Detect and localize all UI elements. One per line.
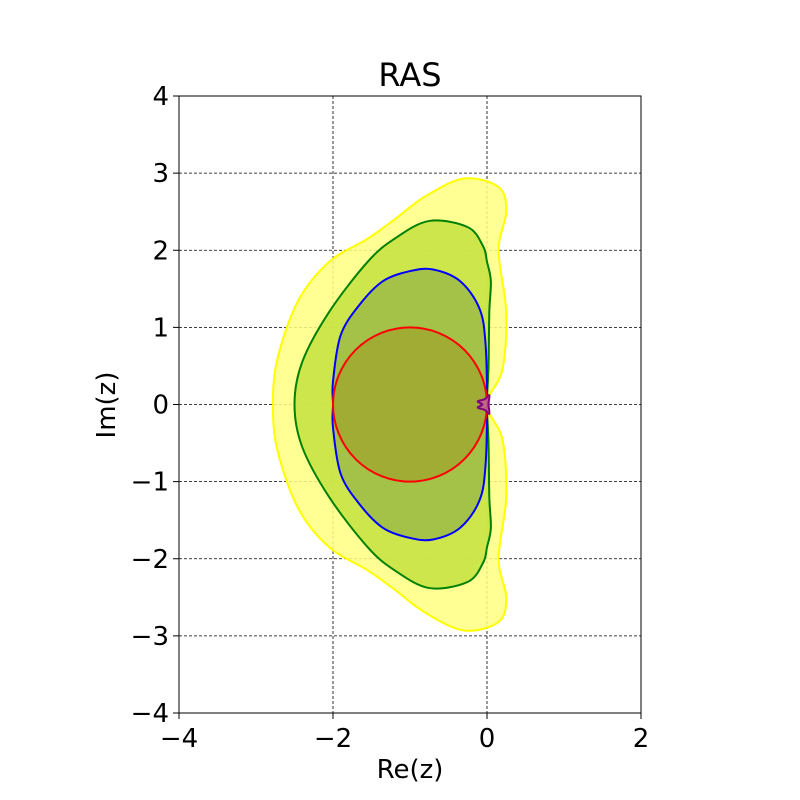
y-tick-label: 0 <box>152 391 169 421</box>
stability-region-5 <box>476 394 491 415</box>
y-tick-label: −4 <box>131 699 169 729</box>
y-tick-label: 1 <box>152 313 169 343</box>
y-tick-label: −2 <box>131 545 169 575</box>
x-tick-label: −4 <box>160 724 198 754</box>
y-tick-label: −3 <box>131 622 169 652</box>
y-axis-label: Im(z) <box>92 372 122 439</box>
stability-regions <box>271 177 508 632</box>
y-tick-label: 2 <box>152 236 169 266</box>
x-axis-label: Re(z) <box>377 755 444 785</box>
y-tick-label: 4 <box>152 82 169 112</box>
ticks: −4 −2 0 2 −4 −3 −2 −1 0 1 2 3 4 <box>131 82 650 754</box>
x-tick-label: 2 <box>633 724 650 754</box>
y-tick-label: −1 <box>131 468 169 498</box>
stability-region-4 <box>332 326 488 483</box>
y-tick-label: 3 <box>152 159 169 189</box>
x-tick-label: −2 <box>314 724 352 754</box>
chart-title: RAS <box>378 56 441 94</box>
x-tick-label: 0 <box>479 724 496 754</box>
